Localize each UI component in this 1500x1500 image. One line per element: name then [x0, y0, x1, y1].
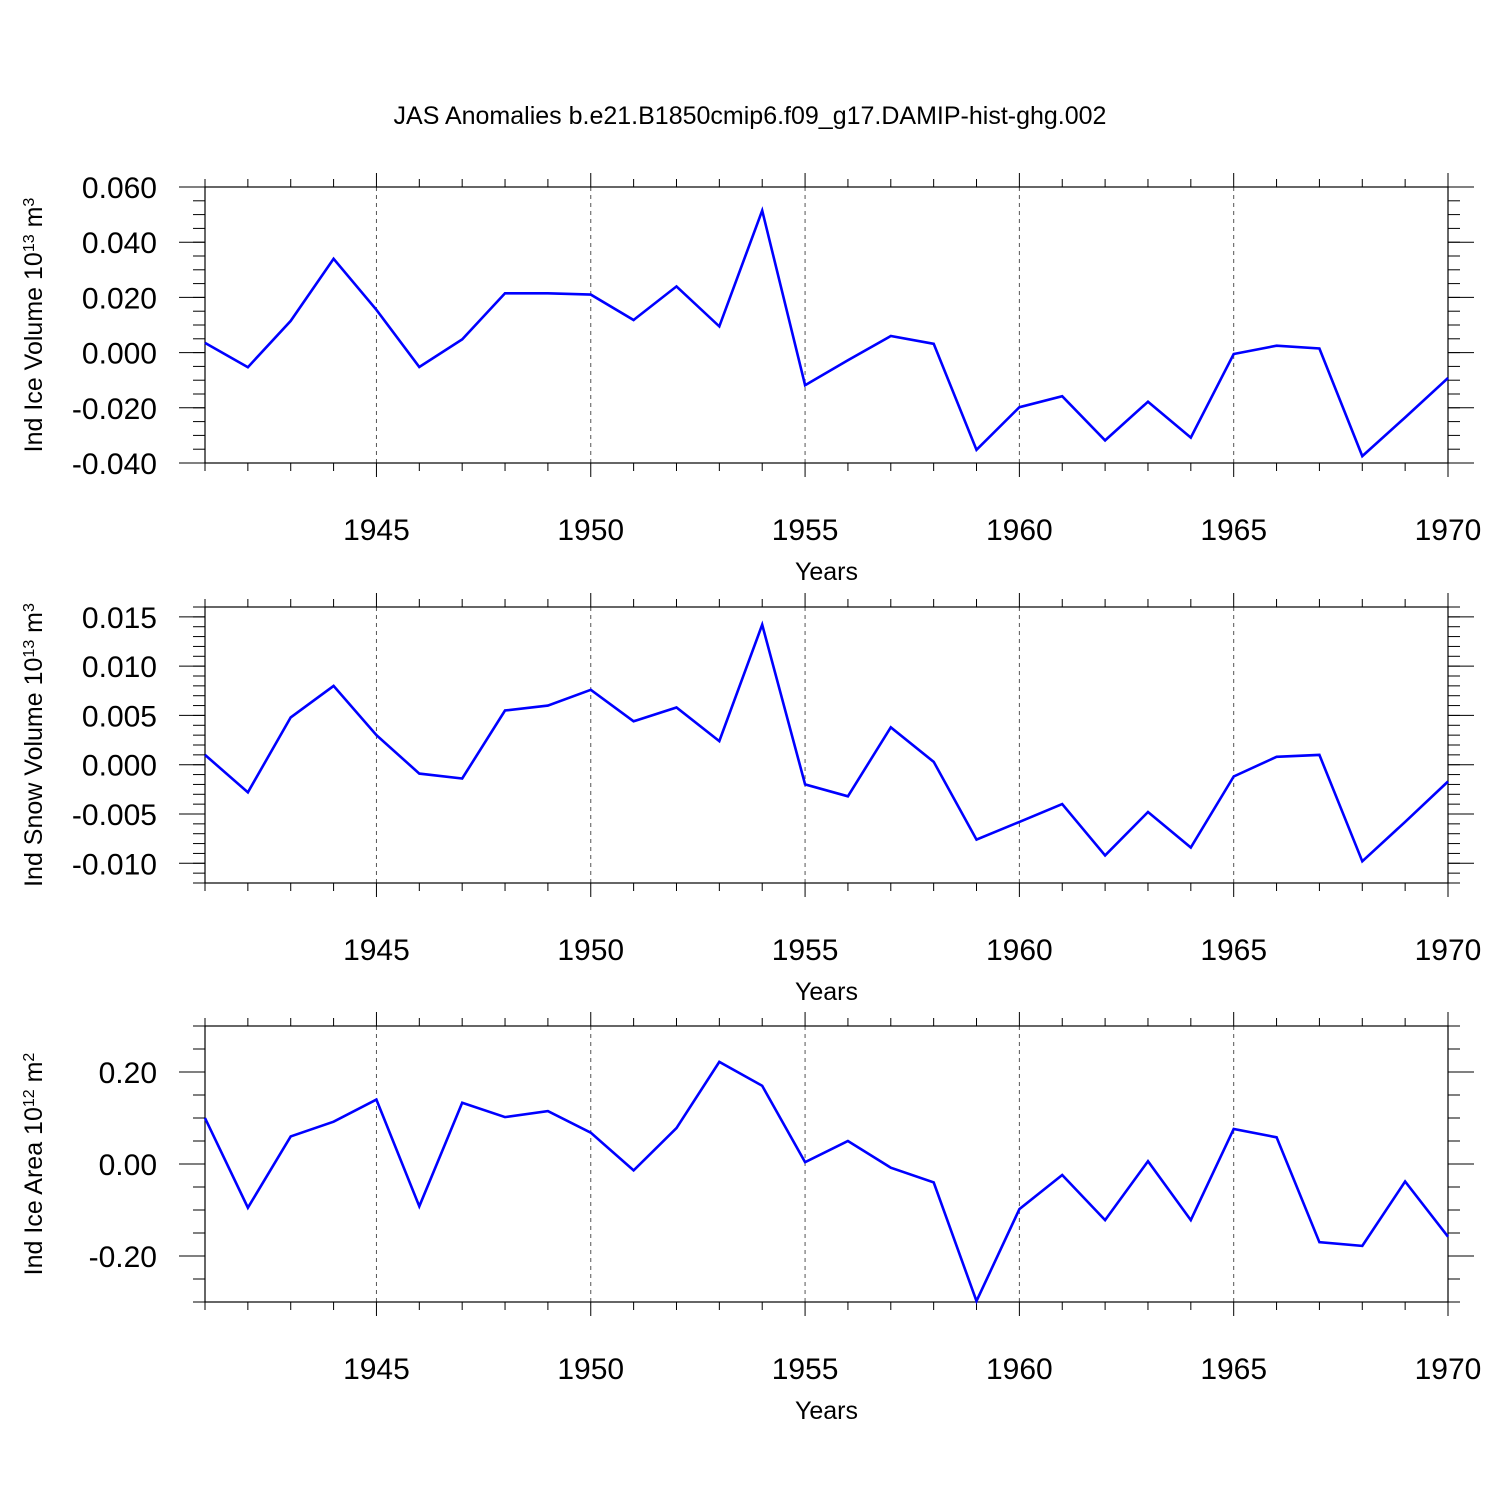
plot-frame: [204, 186, 1449, 464]
y-axis-label: Ind Ice Area 1012 m2: [20, 1053, 48, 1276]
x-axis-label: Years: [795, 558, 858, 586]
y-axis-label-superscript: 12: [21, 1089, 38, 1107]
y-tick-label: 0.060: [82, 172, 157, 205]
y-axis-label-superscript: 13: [21, 234, 38, 252]
chart-panel-2: -0.010 -0.005 0.000 0.005 0.010 0.015 1945 1950…: [20, 593, 1481, 1006]
x-tick-label: 1955: [772, 1353, 839, 1386]
y-tick-label: 0.010: [82, 651, 157, 684]
y-axis-label-superscript: 13: [21, 640, 38, 658]
y-axis-label: Ind Ice Volume 1013 m3: [20, 198, 48, 453]
plot-frame: [204, 606, 1449, 884]
y-tick-label: 0.000: [82, 338, 157, 371]
x-tick-label: 1970: [1415, 1353, 1482, 1386]
y-tick-label: 0.015: [82, 602, 157, 635]
chart-panel-1: -0.040 -0.020 0.000 0.020 0.040 0.060 1945 1950…: [20, 172, 1481, 586]
y-axis-label-text: Ind Ice Area 10: [20, 1107, 48, 1275]
y-tick-label: -0.040: [72, 448, 157, 481]
x-tick-label: 1955: [772, 934, 839, 967]
x-tick-label: 1970: [1415, 514, 1482, 547]
x-tick-label: 1955: [772, 514, 839, 547]
chart-panel-3: -0.20 0.00 0.20 1945 1950 1955 1960 1965 1970 Yea…: [20, 1012, 1481, 1425]
x-tick-label: 1945: [343, 514, 410, 547]
y-axis-label-text: Ind Snow Volume 10: [20, 658, 48, 887]
y-tick-label: 0.020: [82, 282, 157, 315]
y-tick-label: -0.010: [72, 848, 157, 881]
x-tick-label: 1965: [1200, 934, 1267, 967]
x-axis-label: Years: [795, 978, 858, 1006]
y-axis-label-superscript: 3: [21, 198, 38, 207]
y-axis-label: Ind Snow Volume 1013 m3: [20, 603, 48, 887]
y-tick-label: 0.040: [82, 227, 157, 260]
x-tick-label: 1950: [557, 1353, 624, 1386]
x-tick-label: 1965: [1200, 1353, 1267, 1386]
chart-panels: -0.040 -0.020 0.000 0.020 0.040 0.060 1945 1950…: [20, 172, 1481, 1425]
x-tick-label: 1965: [1200, 514, 1267, 547]
y-axis-label-text: m: [20, 207, 48, 235]
y-axis-label-text: m: [20, 612, 48, 640]
series-line: [204, 620, 1449, 864]
y-tick-label: 0.005: [82, 700, 157, 733]
x-tick-label: 1950: [557, 934, 624, 967]
y-tick-label: -0.005: [72, 799, 157, 832]
x-tick-label: 1950: [557, 514, 624, 547]
plot-frame: [204, 1025, 1449, 1303]
x-tick-label: 1970: [1415, 934, 1482, 967]
y-axis-label-superscript: 3: [21, 603, 38, 612]
y-tick-label: -0.020: [72, 393, 157, 426]
y-axis-label-text: Ind Ice Volume 10: [20, 252, 48, 452]
y-tick-label: 0.20: [99, 1057, 157, 1090]
x-tick-label: 1945: [343, 1353, 410, 1386]
series-line: [203, 1060, 1450, 1305]
y-tick-label: 0.000: [82, 750, 157, 783]
y-tick-label: -0.20: [89, 1241, 157, 1274]
x-tick-label: 1960: [986, 514, 1053, 547]
figure-title: JAS Anomalies b.e21.B1850cmip6.f09_g17.D…: [394, 102, 1107, 130]
x-tick-label: 1960: [986, 1353, 1053, 1386]
x-axis-label: Years: [795, 1397, 858, 1425]
y-axis-label-text: m: [20, 1062, 48, 1090]
y-axis-label-superscript: 2: [21, 1053, 38, 1062]
x-tick-label: 1960: [986, 934, 1053, 967]
x-tick-label: 1945: [343, 934, 410, 967]
y-tick-label: 0.00: [99, 1149, 157, 1182]
series-line: [204, 206, 1449, 459]
